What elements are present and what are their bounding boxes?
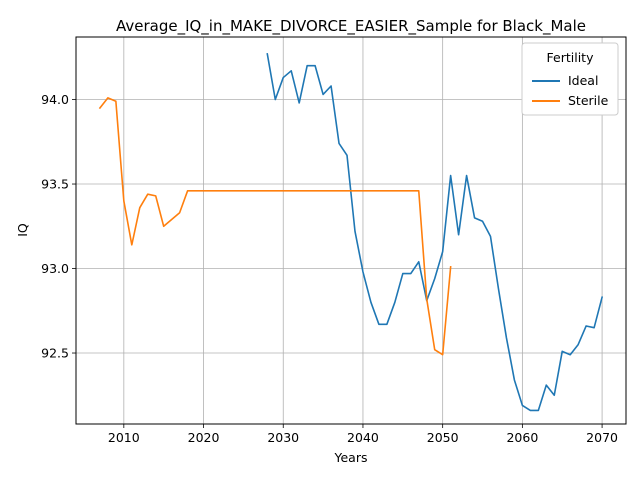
plot-frame	[75, 36, 627, 425]
y-tick-label: 93.5	[41, 177, 69, 192]
x-tick-label: 2070	[586, 430, 618, 445]
legend-box	[521, 42, 619, 116]
y-tick-label: 93.0	[41, 261, 69, 276]
legend-title: Fertility	[547, 50, 595, 65]
series-line-sterile	[98, 97, 452, 356]
x-tick-label: 2040	[347, 430, 379, 445]
x-tick-label: 2050	[427, 430, 459, 445]
x-tick-label: 2030	[267, 430, 299, 445]
y-tick-label: 94.0	[41, 92, 69, 107]
y-axis-ticks: 92.5 93.0 93.5 94.0	[41, 92, 76, 361]
x-tick-label: 2060	[506, 430, 538, 445]
legend-label-sterile: Sterile	[568, 93, 609, 108]
x-tick-label: 2010	[108, 430, 140, 445]
series-line-ideal	[266, 52, 604, 412]
y-tick-label: 92.5	[41, 346, 69, 361]
x-axis-label: Years	[334, 450, 368, 465]
legend: Fertility Ideal Sterile	[521, 42, 619, 116]
x-tick-label: 2020	[188, 430, 220, 445]
chart-title: Average_IQ_in_MAKE_DIVORCE_EASIER_Sample…	[116, 17, 586, 36]
x-axis-ticks: 2010 2020 2030 2040 2050 2060 2070	[108, 424, 618, 445]
series-layer	[98, 52, 604, 412]
y-axis-label: IQ	[15, 223, 30, 237]
legend-label-ideal: Ideal	[568, 73, 598, 88]
